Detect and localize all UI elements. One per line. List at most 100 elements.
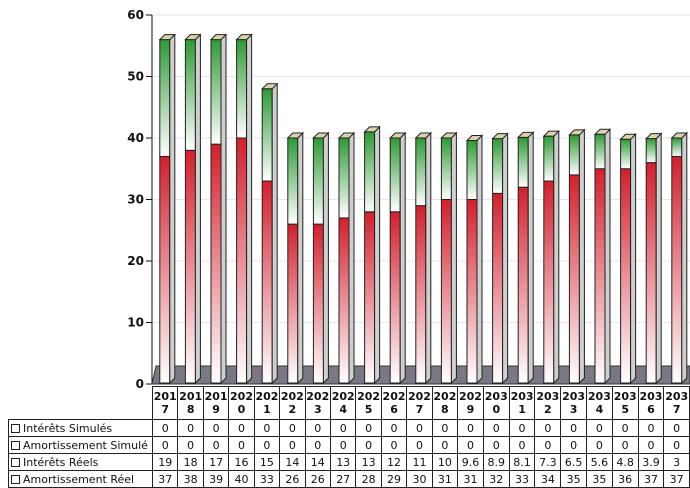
bar-top-cap bbox=[568, 129, 586, 136]
bar-amortissement-reel bbox=[236, 137, 248, 384]
data-label: 0 bbox=[329, 436, 357, 454]
data-label: 28 bbox=[355, 470, 382, 488]
bar-amortissement-reel bbox=[415, 205, 427, 384]
bar-interets-reels bbox=[466, 139, 478, 201]
data-label: 0 bbox=[482, 436, 510, 454]
data-label: 0 bbox=[355, 436, 382, 454]
data-label: 0 bbox=[304, 419, 331, 437]
bar-side-face bbox=[450, 131, 457, 385]
bar-side-face bbox=[399, 131, 406, 385]
data-label: 0 bbox=[534, 419, 562, 437]
x-tick-label: 2037 bbox=[663, 386, 690, 420]
legend-entry: Amortissement Simulé bbox=[7, 436, 154, 454]
bar-side-face bbox=[271, 82, 278, 385]
y-tick-label: 60 bbox=[127, 8, 144, 22]
bar-side-face bbox=[194, 33, 201, 385]
data-label: 17 bbox=[202, 453, 230, 471]
x-tick-label: 2019 bbox=[202, 386, 230, 420]
bar-amortissement-reel bbox=[261, 180, 273, 384]
data-label: 0 bbox=[253, 419, 281, 437]
data-label: 36 bbox=[611, 470, 639, 488]
data-label: 0 bbox=[637, 436, 665, 454]
bar-top-cap bbox=[388, 132, 407, 139]
bar-interets-reels bbox=[645, 138, 657, 164]
bar-amortissement-reel bbox=[594, 168, 606, 384]
legend-swatch bbox=[11, 475, 20, 484]
data-label: 11 bbox=[406, 453, 433, 471]
x-tick-label: 2030 bbox=[482, 386, 510, 420]
x-tick-label: 2023 bbox=[304, 386, 331, 420]
x-tick-label: 2032 bbox=[534, 386, 562, 420]
legend-label: Intérêts Réels bbox=[23, 455, 99, 469]
bar-amortissement-reel bbox=[210, 143, 222, 384]
data-label: 4.8 bbox=[611, 453, 639, 471]
data-label: 37 bbox=[637, 470, 665, 488]
data-label: 0 bbox=[508, 436, 536, 454]
data-label: 38 bbox=[177, 470, 204, 488]
bar-top-cap bbox=[312, 132, 330, 139]
bar-interets-reels bbox=[287, 137, 299, 225]
bar-interets-reels bbox=[492, 138, 504, 194]
bar-amortissement-reel bbox=[184, 149, 196, 384]
data-label: 0 bbox=[380, 419, 408, 437]
bar-amortissement-reel bbox=[338, 217, 350, 384]
bar-side-face bbox=[246, 33, 253, 385]
data-label: 0 bbox=[586, 436, 613, 454]
bar-top-cap bbox=[670, 132, 689, 139]
data-label: 0 bbox=[228, 419, 255, 437]
x-tick-label: 2017 bbox=[152, 386, 179, 420]
x-tick-label: 2018 bbox=[177, 386, 204, 420]
data-label: 0 bbox=[177, 436, 204, 454]
bar-top-cap bbox=[184, 34, 202, 41]
x-tick-label: 2026 bbox=[380, 386, 408, 420]
bar-top-cap bbox=[619, 133, 637, 140]
data-label: 26 bbox=[279, 470, 306, 488]
data-label: 0 bbox=[534, 436, 562, 454]
bar-amortissement-reel bbox=[312, 223, 324, 384]
bar-side-face bbox=[322, 131, 329, 385]
bar-side-face bbox=[169, 33, 176, 385]
data-label: 33 bbox=[508, 470, 536, 488]
y-tick-label: 0 bbox=[136, 377, 144, 390]
data-label: 34 bbox=[534, 470, 562, 488]
data-label: 29 bbox=[380, 470, 408, 488]
bar-interets-reels bbox=[415, 137, 427, 207]
year-header-row: 2017 2018 2019 2020 2021 2022 2023 2024 2025 2026… bbox=[9, 386, 690, 420]
bar-top-cap bbox=[440, 132, 458, 139]
data-label: 16 bbox=[228, 453, 255, 471]
data-label: 0 bbox=[611, 419, 639, 437]
data-label: 0 bbox=[586, 419, 613, 437]
bar-interets-reels bbox=[594, 133, 606, 170]
data-label: 3 bbox=[663, 453, 690, 471]
bar-top-cap bbox=[260, 83, 279, 90]
bar-amortissement-reel bbox=[671, 155, 683, 384]
table-row: Intérêts Réels 19 18 17 16 15 14 14 13 13 12 11 10 9.… bbox=[7, 453, 690, 471]
data-label: 0 bbox=[380, 436, 408, 454]
data-label: 5.6 bbox=[586, 453, 613, 471]
bar-side-face bbox=[630, 133, 637, 385]
data-label: 14 bbox=[304, 453, 331, 471]
data-label: 0 bbox=[663, 436, 690, 454]
legend-label: Intérêts Simulés bbox=[23, 421, 113, 435]
x-tick-label: 2031 bbox=[508, 386, 536, 420]
x-tick-label: 2027 bbox=[406, 386, 433, 420]
data-label: 0 bbox=[279, 419, 306, 437]
data-label: 10 bbox=[431, 453, 459, 471]
data-label: 0 bbox=[177, 419, 204, 437]
x-tick-label: 2025 bbox=[355, 386, 382, 420]
data-label: 31 bbox=[431, 470, 459, 488]
data-label: 0 bbox=[637, 419, 665, 437]
legend-label: Amortissement Simulé bbox=[23, 438, 148, 452]
bar-side-face bbox=[425, 131, 432, 385]
data-label: 37 bbox=[152, 470, 179, 488]
data-label: 3.9 bbox=[637, 453, 665, 471]
data-label: 0 bbox=[152, 419, 179, 437]
data-label: 0 bbox=[560, 419, 587, 437]
x-tick-label: 2024 bbox=[329, 386, 357, 420]
data-label: 19 bbox=[152, 453, 179, 471]
table-row: Amortissement Simulé 0 0 0 0 0 0 0 0 0 0 0 0 0 0 0 0 0 0 0 0… bbox=[7, 436, 690, 454]
legend-entry: Intérêts Réels bbox=[7, 453, 154, 471]
bar-amortissement-reel bbox=[543, 180, 555, 384]
bar-amortissement-reel bbox=[645, 162, 657, 384]
bar-amortissement-reel bbox=[620, 168, 632, 384]
